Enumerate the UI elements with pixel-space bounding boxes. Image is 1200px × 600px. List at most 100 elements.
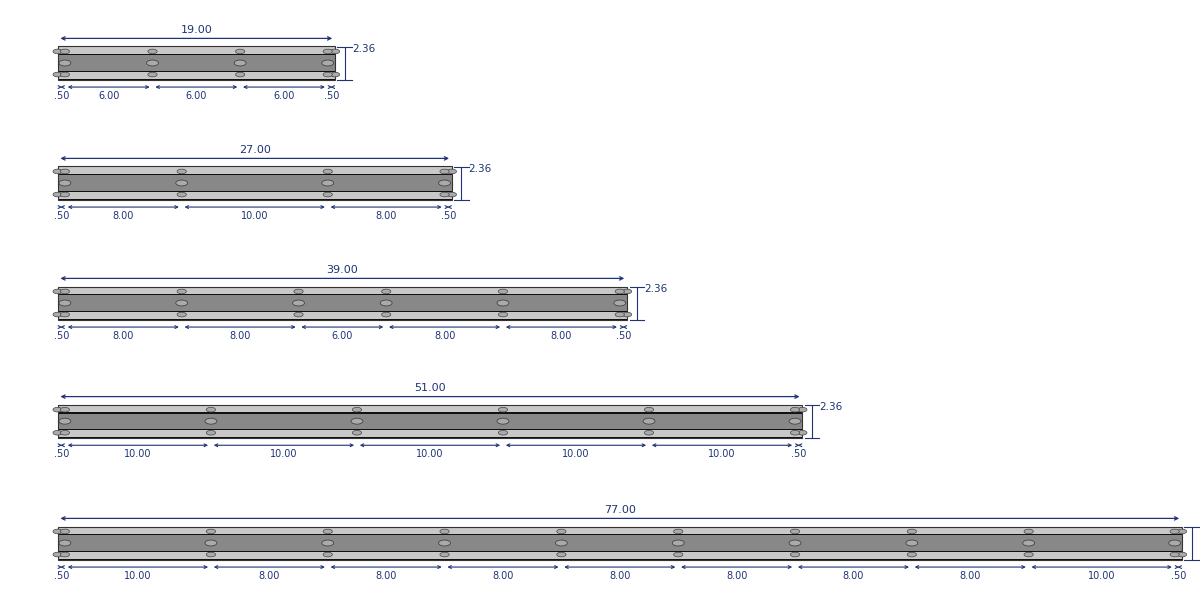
Bar: [58, 311, 628, 312]
Circle shape: [643, 418, 655, 424]
Bar: [58, 312, 628, 319]
Circle shape: [60, 289, 70, 294]
Circle shape: [323, 72, 332, 77]
Circle shape: [1022, 540, 1034, 546]
Circle shape: [60, 312, 70, 317]
Circle shape: [907, 529, 917, 534]
Bar: [58, 174, 452, 175]
Circle shape: [53, 552, 62, 557]
Bar: [58, 46, 335, 47]
Text: .50: .50: [54, 91, 68, 101]
Bar: [58, 166, 452, 199]
Circle shape: [798, 407, 806, 412]
Circle shape: [498, 312, 508, 317]
Bar: [58, 71, 335, 72]
Circle shape: [60, 407, 70, 412]
Circle shape: [60, 552, 70, 557]
Bar: [58, 294, 628, 295]
Circle shape: [1177, 529, 1187, 534]
Text: 8.00: 8.00: [610, 571, 630, 581]
Circle shape: [234, 60, 246, 66]
Circle shape: [146, 60, 158, 66]
Circle shape: [206, 407, 216, 412]
Circle shape: [907, 552, 917, 557]
Bar: [58, 47, 335, 54]
Circle shape: [322, 540, 334, 546]
Circle shape: [790, 418, 800, 424]
Bar: [58, 167, 452, 174]
Circle shape: [439, 540, 450, 546]
Circle shape: [906, 540, 918, 546]
Circle shape: [322, 60, 334, 66]
Circle shape: [148, 49, 157, 54]
Bar: [58, 405, 803, 406]
Circle shape: [59, 60, 71, 66]
Circle shape: [353, 407, 361, 412]
Text: 39.00: 39.00: [326, 265, 359, 275]
Circle shape: [205, 418, 217, 424]
Circle shape: [448, 169, 456, 174]
Bar: [58, 287, 628, 294]
Circle shape: [60, 49, 70, 54]
Circle shape: [330, 49, 340, 54]
Circle shape: [1170, 529, 1180, 534]
Circle shape: [556, 540, 568, 546]
Bar: [58, 46, 335, 79]
Circle shape: [178, 312, 186, 317]
Text: .50: .50: [54, 449, 68, 459]
Text: 27.00: 27.00: [239, 145, 271, 155]
Circle shape: [616, 289, 624, 294]
Text: 51.00: 51.00: [414, 383, 445, 393]
Text: 19.00: 19.00: [180, 25, 212, 35]
Bar: [58, 191, 452, 192]
Circle shape: [53, 312, 62, 317]
Bar: [58, 534, 1182, 535]
Circle shape: [235, 49, 245, 54]
Circle shape: [206, 529, 216, 534]
Bar: [58, 527, 1182, 534]
Circle shape: [673, 552, 683, 557]
Text: 8.00: 8.00: [376, 211, 397, 221]
Circle shape: [791, 430, 799, 435]
Text: 77.00: 77.00: [604, 505, 636, 515]
Text: 8.00: 8.00: [259, 571, 280, 581]
Bar: [58, 552, 1182, 559]
Circle shape: [53, 49, 62, 54]
Circle shape: [205, 540, 217, 546]
Circle shape: [497, 418, 509, 424]
Circle shape: [614, 300, 625, 306]
Circle shape: [53, 72, 62, 77]
Circle shape: [557, 529, 566, 534]
Text: 10.00: 10.00: [124, 571, 151, 581]
Circle shape: [623, 312, 631, 317]
Text: 8.00: 8.00: [113, 211, 134, 221]
Circle shape: [59, 300, 71, 306]
Circle shape: [148, 72, 157, 77]
Circle shape: [791, 529, 799, 534]
Circle shape: [440, 529, 449, 534]
Bar: [58, 404, 803, 438]
Circle shape: [1169, 540, 1181, 546]
Circle shape: [294, 289, 304, 294]
Circle shape: [323, 192, 332, 197]
Bar: [58, 72, 335, 79]
Circle shape: [352, 418, 362, 424]
Text: 8.00: 8.00: [434, 331, 455, 341]
Circle shape: [439, 180, 450, 186]
Circle shape: [53, 192, 62, 197]
Text: 2.36: 2.36: [352, 44, 376, 54]
Text: 10.00: 10.00: [270, 449, 298, 459]
Circle shape: [59, 540, 71, 546]
Circle shape: [382, 312, 391, 317]
Text: 6.00: 6.00: [331, 331, 353, 341]
Circle shape: [323, 169, 332, 174]
Circle shape: [616, 312, 624, 317]
Bar: [58, 166, 452, 167]
Circle shape: [440, 192, 449, 197]
Circle shape: [322, 180, 334, 186]
Circle shape: [60, 430, 70, 435]
Circle shape: [206, 430, 216, 435]
Text: 10.00: 10.00: [1088, 571, 1116, 581]
Circle shape: [498, 407, 508, 412]
Circle shape: [53, 407, 62, 412]
